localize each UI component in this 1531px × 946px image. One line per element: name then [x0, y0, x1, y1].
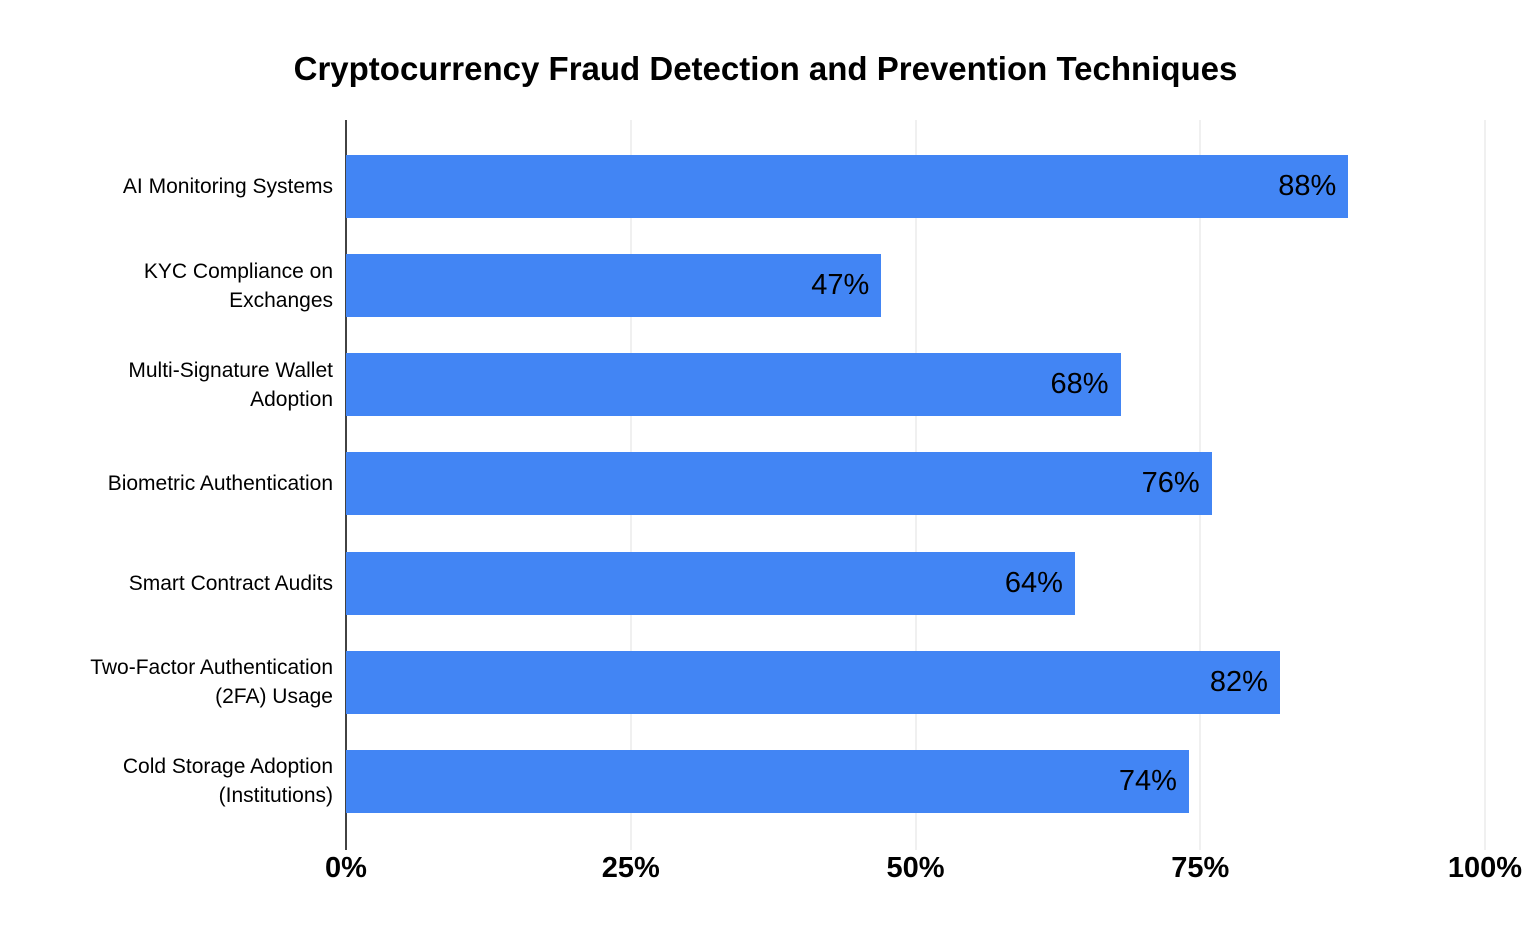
bar-row: 74%	[346, 732, 1485, 831]
category-label-row: KYC Compliance on Exchanges	[0, 236, 333, 335]
category-label-row: Cold Storage Adoption (Institutions)	[0, 732, 333, 831]
category-label: AI Monitoring Systems	[122, 175, 333, 199]
x-axis: 0% 25% 50% 75% 100%	[325, 852, 1522, 896]
bar: 68%	[346, 353, 1121, 417]
bar-row: 88%	[346, 137, 1485, 236]
x-tick-label: 50%	[886, 852, 945, 884]
bar-value-label: 64%	[1004, 566, 1063, 599]
category-label-row: Two-Factor Authentication (2FA) Usage	[0, 633, 333, 732]
bar-value-label: 74%	[1118, 764, 1177, 797]
category-label-row: AI Monitoring Systems	[0, 137, 333, 236]
category-label: Two-Factor Authentication (2FA) Usage	[90, 656, 333, 709]
category-label: Smart Contract Audits	[128, 571, 333, 595]
gridline	[1484, 120, 1486, 850]
category-label: KYC Compliance on Exchanges	[143, 259, 333, 312]
bar: 47%	[346, 254, 882, 318]
category-label: Biometric Authentication	[107, 472, 333, 496]
category-label-row: Smart Contract Audits	[0, 534, 333, 633]
bar: 76%	[346, 452, 1212, 516]
bar: 82%	[346, 650, 1280, 714]
bar-row: 68%	[346, 335, 1485, 434]
category-label-row: Multi-Signature Wallet Adoption	[0, 335, 333, 434]
x-tick-label: 0%	[325, 852, 367, 884]
bar-value-label: 88%	[1278, 170, 1337, 203]
chart-title: Cryptocurrency Fraud Detection and Preve…	[293, 50, 1238, 87]
bar-rows: 88% 47% 68% 76% 64% 82% 74%	[346, 120, 1485, 845]
bar: 74%	[346, 749, 1189, 813]
category-label-row: Biometric Authentication	[0, 434, 333, 533]
plot-area: 88% 47% 68% 76% 64% 82% 74%	[345, 120, 1486, 850]
bar-value-label: 76%	[1141, 467, 1200, 500]
bar-value-label: 82%	[1209, 665, 1268, 698]
bar-value-label: 68%	[1050, 368, 1109, 401]
bar: 64%	[346, 551, 1075, 615]
category-axis: AI Monitoring Systems KYC Compliance on E…	[0, 120, 333, 845]
bar: 88%	[346, 155, 1349, 219]
bar-value-label: 47%	[811, 269, 870, 302]
x-tick-label: 75%	[1171, 852, 1230, 884]
bar-row: 47%	[346, 236, 1485, 335]
category-label: Cold Storage Adoption (Institutions)	[122, 755, 333, 808]
bar-row: 64%	[346, 534, 1485, 633]
bar-row: 82%	[346, 633, 1485, 732]
bar-row: 76%	[346, 434, 1485, 533]
category-label: Multi-Signature Wallet Adoption	[128, 358, 333, 411]
x-tick-label: 100%	[1447, 852, 1523, 884]
x-tick-label: 25%	[601, 852, 660, 884]
